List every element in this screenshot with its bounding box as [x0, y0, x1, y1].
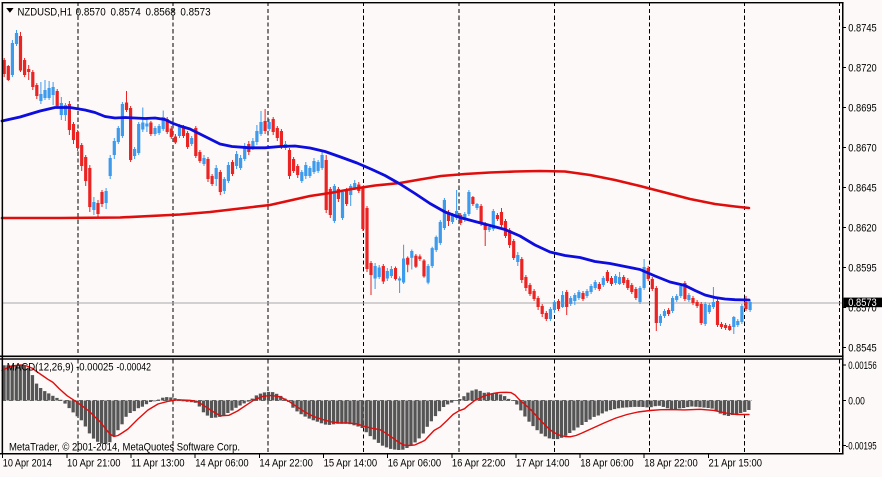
svg-text:0.8620: 0.8620 — [848, 222, 876, 234]
svg-text:0.00156: 0.00156 — [848, 360, 876, 372]
svg-text:21 Apr 15:00: 21 Apr 15:00 — [709, 457, 763, 469]
svg-text:0.8595: 0.8595 — [848, 262, 876, 274]
svg-text:-0.00195: -0.00195 — [846, 440, 877, 452]
svg-text:0.8545: 0.8545 — [848, 342, 876, 354]
svg-text:16 Apr 22:00: 16 Apr 22:00 — [452, 457, 506, 469]
svg-text:14 Apr 06:00: 14 Apr 06:00 — [195, 457, 249, 469]
svg-text:15 Apr 14:00: 15 Apr 14:00 — [324, 457, 378, 469]
svg-text:18 Apr 06:00: 18 Apr 06:00 — [580, 457, 634, 469]
svg-text:NZDUSD,H1: NZDUSD,H1 — [18, 6, 73, 18]
svg-text:14 Apr 22:00: 14 Apr 22:00 — [259, 457, 313, 469]
svg-text:0.8645: 0.8645 — [848, 182, 876, 194]
svg-text:11 Apr 13:00: 11 Apr 13:00 — [131, 457, 185, 469]
svg-text:0.8695: 0.8695 — [848, 102, 876, 114]
svg-text:0.8745: 0.8745 — [848, 22, 876, 34]
svg-text:0.00: 0.00 — [848, 395, 865, 407]
svg-text:-0.00025: -0.00025 — [76, 362, 114, 374]
svg-text:10 Apr 2014: 10 Apr 2014 — [3, 457, 52, 469]
svg-text:16 Apr 06:00: 16 Apr 06:00 — [388, 457, 442, 469]
svg-text:0.8570: 0.8570 — [76, 6, 106, 18]
svg-text:0.8720: 0.8720 — [848, 62, 876, 74]
svg-text:MetaTrader, © 2001-2014, MetaQ: MetaTrader, © 2001-2014, MetaQuotes Soft… — [9, 441, 240, 453]
svg-text:0.8670: 0.8670 — [848, 142, 876, 154]
svg-text:17 Apr 14:00: 17 Apr 14:00 — [516, 457, 570, 469]
svg-text:18 Apr 22:00: 18 Apr 22:00 — [644, 457, 698, 469]
svg-text:-0.00042: -0.00042 — [117, 362, 152, 374]
svg-text:0.8568: 0.8568 — [146, 6, 176, 18]
svg-text:MACD(12,26,9): MACD(12,26,9) — [7, 362, 74, 374]
svg-text:10 Apr 21:00: 10 Apr 21:00 — [67, 457, 121, 469]
svg-text:0.8573: 0.8573 — [180, 6, 210, 18]
svg-text:0.8573: 0.8573 — [848, 297, 876, 309]
svg-text:0.8574: 0.8574 — [111, 6, 141, 18]
